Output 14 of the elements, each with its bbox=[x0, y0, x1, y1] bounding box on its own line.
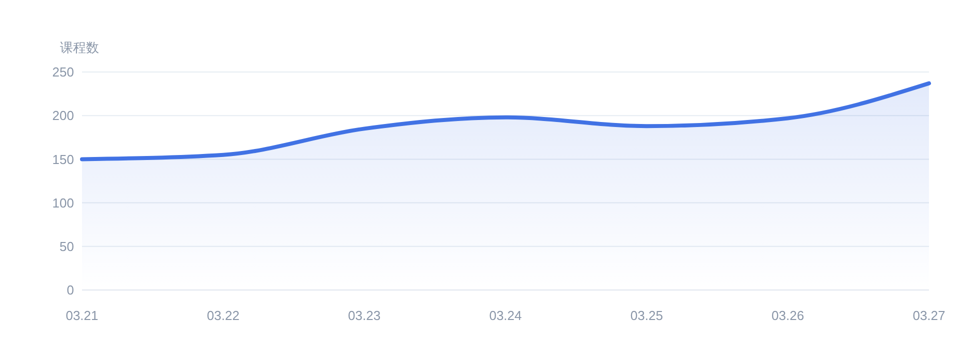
y-tick-label: 100 bbox=[52, 195, 74, 210]
x-tick-label: 03.27 bbox=[912, 308, 946, 323]
x-tick-label: 03.26 bbox=[772, 308, 804, 323]
y-tick-label: 150 bbox=[52, 152, 74, 167]
x-tick-label: 03.22 bbox=[206, 308, 240, 323]
x-tick-label: 03.25 bbox=[630, 308, 663, 323]
y-tick-label: 0 bbox=[66, 282, 74, 298]
y-tick-label: 200 bbox=[52, 108, 74, 124]
y-tick-label: 250 bbox=[52, 64, 74, 80]
y-axis-title: 课程数 bbox=[60, 40, 99, 55]
x-tick-label: 03.21 bbox=[66, 308, 98, 323]
x-tick-label: 03.24 bbox=[489, 308, 522, 323]
y-tick-label: 50 bbox=[60, 238, 74, 254]
x-tick-label: 03.23 bbox=[348, 308, 381, 323]
